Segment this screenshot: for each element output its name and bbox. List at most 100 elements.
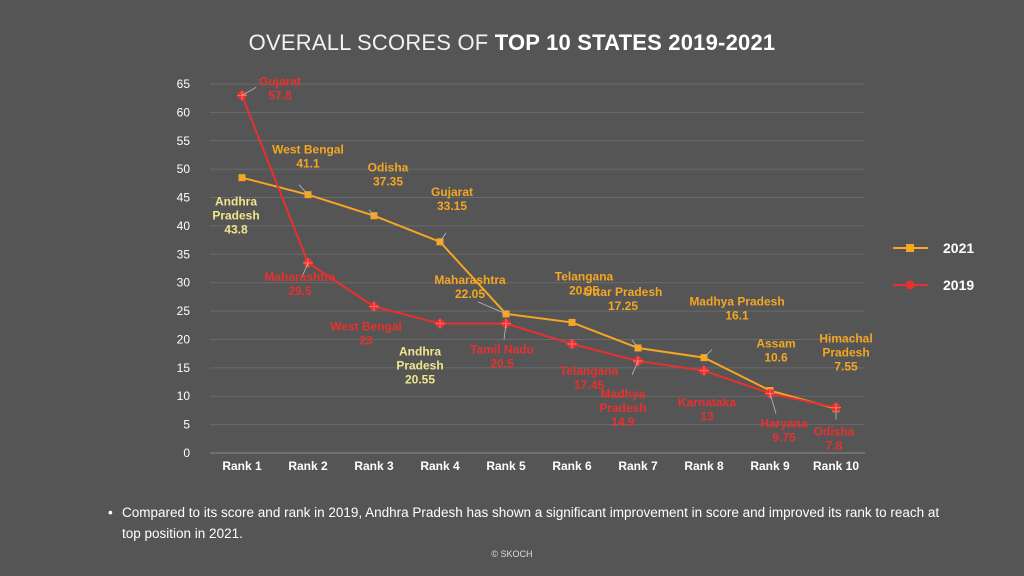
- leader-line: [477, 301, 507, 315]
- data-label: 17.45: [574, 378, 604, 392]
- x-tick-label: Rank 9: [750, 459, 790, 473]
- y-tick-label: 25: [177, 304, 191, 318]
- x-tick-label: Rank 6: [552, 459, 592, 473]
- data-label: 20.5: [490, 357, 514, 371]
- data-label: Odisha: [814, 425, 855, 439]
- x-tick-label: Rank 7: [618, 459, 658, 473]
- x-tick-label: Rank 10: [813, 459, 859, 473]
- series-2019-line: [241, 94, 837, 409]
- data-label: Maharashtra: [434, 273, 506, 287]
- y-tick-label: 15: [177, 361, 191, 375]
- chart-title: OVERALL SCORES OF TOP 10 STATES 2019-202…: [0, 30, 1024, 56]
- leader-line: [241, 87, 257, 96]
- y-tick-label: 40: [177, 219, 191, 233]
- data-label: Pradesh: [396, 359, 443, 373]
- data-label: 20.55: [405, 373, 435, 387]
- data-label: 10.6: [764, 351, 788, 365]
- leader-line: [503, 323, 507, 340]
- series-2021-line: [241, 176, 837, 410]
- data-label: 7.8: [826, 439, 843, 453]
- credit: © SKOCH: [491, 549, 533, 559]
- series-2019-point-cross: [765, 388, 775, 399]
- data-label: Telangana: [560, 364, 619, 378]
- data-label: Andhra: [215, 195, 257, 209]
- data-label: Karnataka: [678, 396, 736, 410]
- data-label: 23: [359, 334, 373, 348]
- legend-marker-2019: [905, 280, 915, 290]
- y-tick-label: 20: [177, 332, 191, 346]
- x-tick-label: Rank 2: [288, 459, 328, 473]
- data-label: 16.1: [725, 309, 749, 323]
- series-2019-point-cross: [699, 365, 709, 376]
- data-label: West Bengal: [330, 320, 402, 334]
- data-label: Assam: [756, 337, 795, 351]
- x-tick-label: Rank 4: [420, 459, 460, 473]
- y-tick-label: 55: [177, 134, 191, 148]
- y-tick-label: 35: [177, 247, 191, 261]
- leader-line: [368, 209, 375, 216]
- series-2021-point: [568, 318, 576, 326]
- data-label: Gujarat: [431, 185, 473, 199]
- leader-line: [631, 339, 639, 349]
- leader-line: [769, 393, 777, 414]
- data-label: Haryana: [760, 416, 808, 430]
- series-2019-point-cross: [435, 318, 445, 329]
- series-2019-point-cross: [501, 318, 511, 329]
- data-label: Gujarat: [259, 74, 301, 88]
- data-label: Maharashtra: [264, 270, 336, 284]
- data-label: 43.8: [224, 223, 248, 237]
- data-label: Pradesh: [822, 346, 869, 360]
- footnote: • Compared to its score and rank in 2019…: [108, 502, 942, 544]
- leader-line: [439, 232, 447, 243]
- data-label: 20.95: [569, 283, 599, 297]
- data-label: 9.75: [772, 430, 796, 444]
- leader-line: [703, 349, 713, 358]
- y-tick-label: 60: [177, 105, 191, 119]
- legend-marker-2021: [906, 244, 914, 252]
- data-label: Pradesh: [599, 401, 646, 415]
- series-2019-point-cross: [567, 339, 577, 350]
- x-tick-label: Rank 1: [222, 459, 262, 473]
- data-label: 41.1: [296, 157, 320, 171]
- y-tick-label: 0: [183, 446, 190, 460]
- series-2021-point: [238, 174, 246, 182]
- data-label: Uttar Pradesh: [584, 285, 663, 299]
- y-tick-label: 45: [177, 191, 191, 205]
- legend-label-2021: 2021: [943, 240, 974, 256]
- data-label: Andhra: [399, 345, 441, 359]
- line-chart: 0 5 10 15 20 25 30 35 40 45 50 55 60 65 Rank 1 Rank 2 Ra…: [177, 74, 975, 473]
- leader-line: [301, 262, 309, 277]
- data-label: Telangana: [555, 269, 614, 283]
- chart-title-regular: OVERALL SCORES OF: [248, 30, 489, 55]
- data-label: West Bengal: [272, 143, 344, 157]
- y-tick-label: 30: [177, 276, 191, 290]
- series-2019-point-cross: [303, 257, 313, 268]
- data-label: 37.35: [373, 175, 403, 189]
- data-label: Pradesh: [212, 209, 259, 223]
- leader-line: [298, 184, 309, 195]
- x-tick-label: Rank 5: [486, 459, 526, 473]
- chart-title-bold: TOP 10 STATES 2019-2021: [494, 30, 776, 55]
- data-label: 7.55: [834, 360, 858, 374]
- legend-label-2019: 2019: [943, 277, 974, 293]
- data-label: 22.05: [455, 287, 485, 301]
- data-label: 14.9: [611, 415, 635, 429]
- data-label: Odisha: [368, 161, 409, 175]
- x-tick-label: Rank 8: [684, 459, 724, 473]
- data-label: Madhya Pradesh: [689, 295, 784, 309]
- data-label: 17.25: [608, 299, 638, 313]
- y-tick-label: 50: [177, 162, 191, 176]
- x-tick-label: Rank 3: [354, 459, 394, 473]
- y-tick-label: 5: [183, 418, 190, 432]
- series-2019-point-cross: [369, 301, 379, 312]
- y-tick-label: 65: [177, 77, 191, 91]
- data-label: Himachal: [819, 332, 872, 346]
- leader-line: [631, 360, 639, 376]
- data-label: 33.15: [437, 199, 467, 213]
- data-label: Tamil Nadu: [470, 343, 534, 357]
- data-label: 29.5: [288, 284, 312, 298]
- y-tick-label: 10: [177, 389, 191, 403]
- data-label: 57.8: [268, 88, 292, 102]
- footnote-text: Compared to its score and rank in 2019, …: [122, 505, 940, 541]
- data-label: 13: [700, 410, 714, 424]
